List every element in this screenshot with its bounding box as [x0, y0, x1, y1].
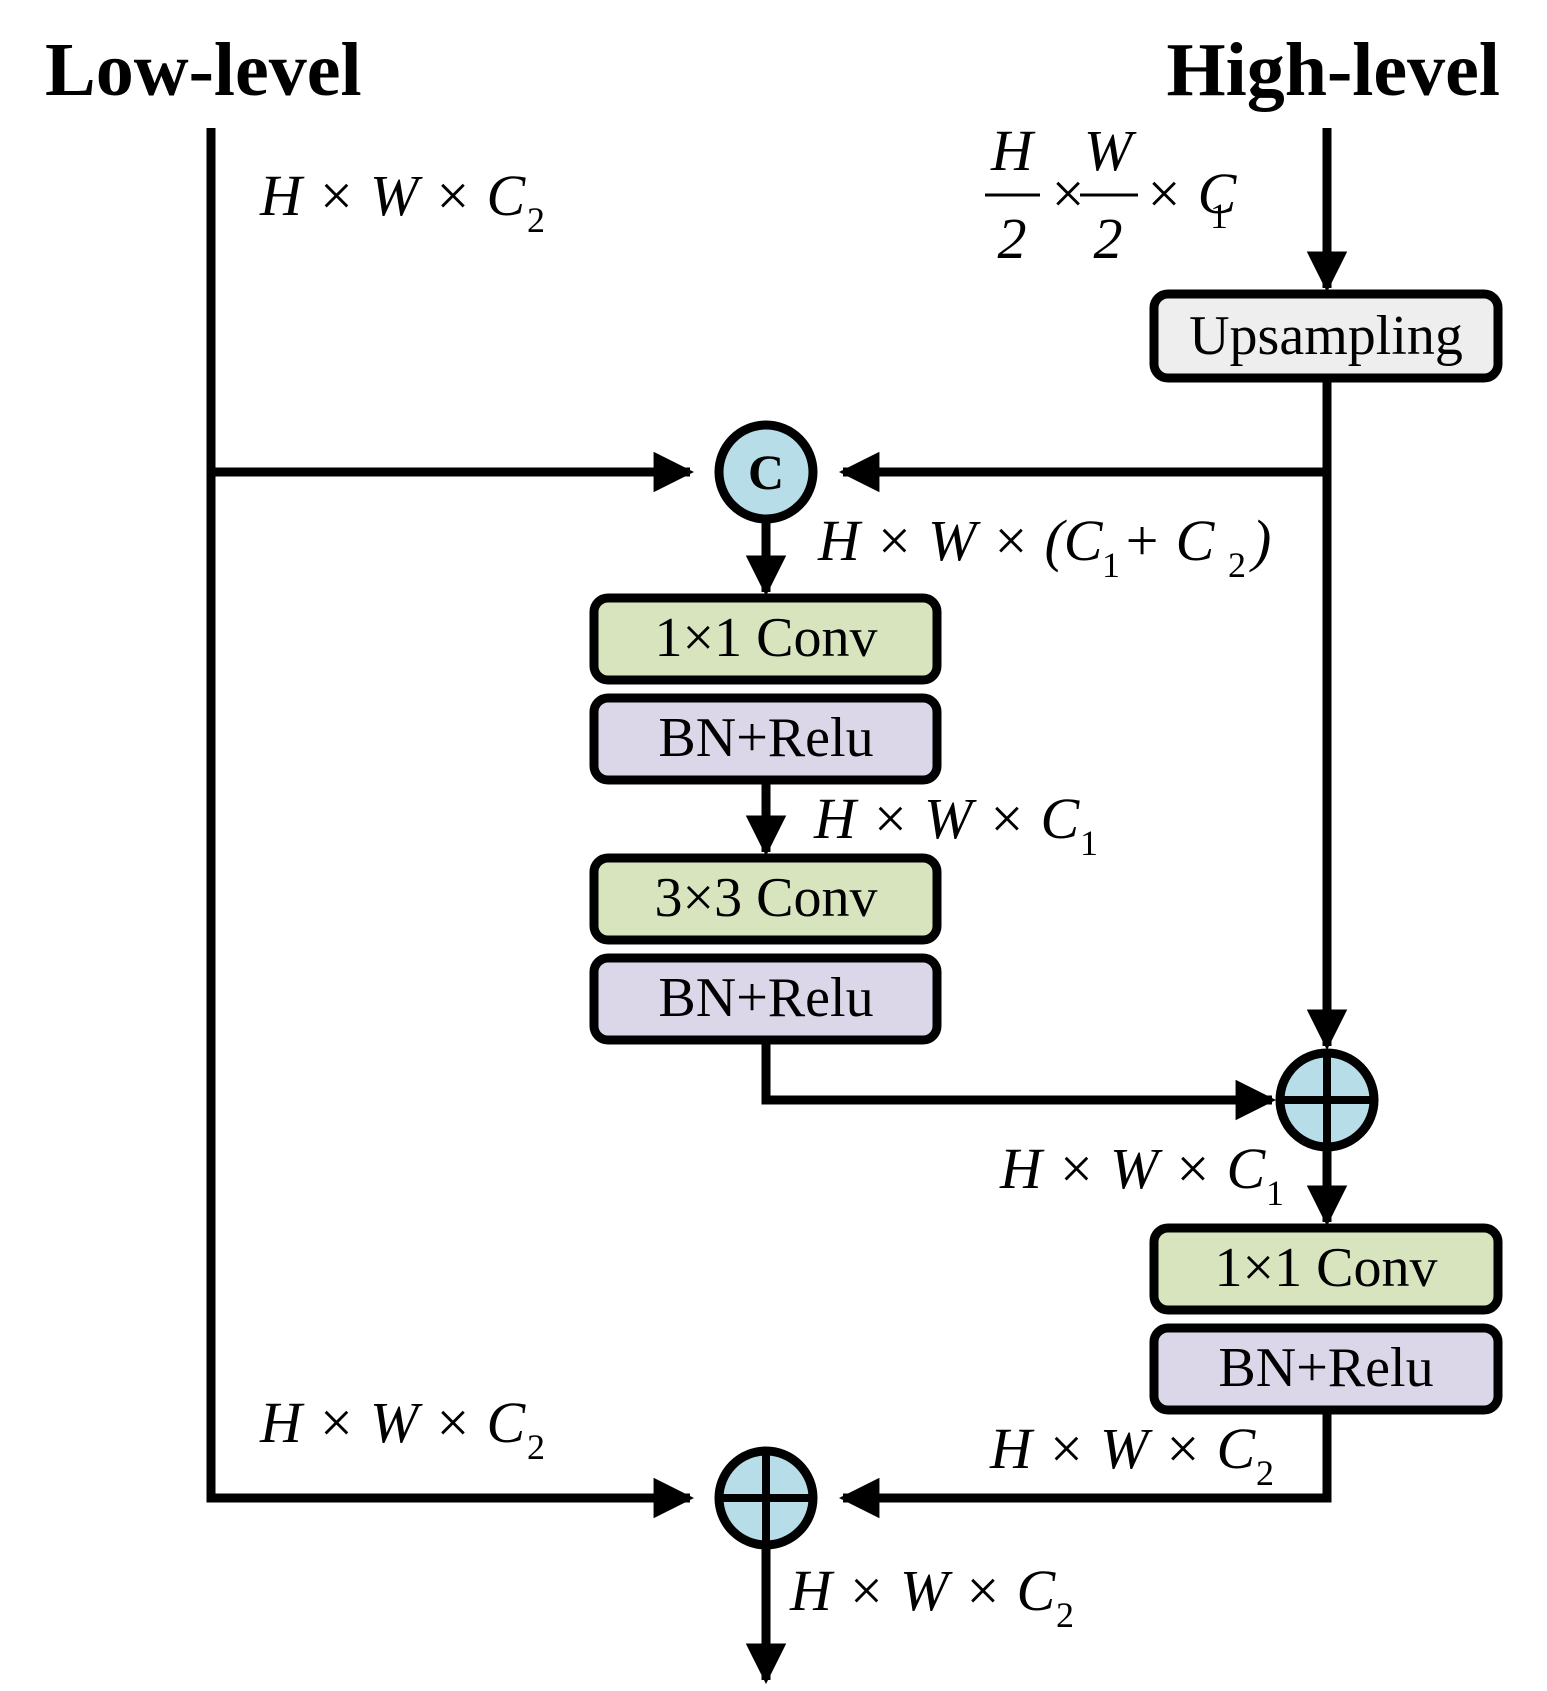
dim-add-out: H × W × C 1	[999, 1136, 1284, 1213]
conv1x1-label: 1×1 Conv	[655, 607, 878, 669]
conv1x1-block	[589, 593, 942, 685]
bn-relu-label-2: BN+Relu	[658, 967, 873, 1029]
upsampling-label: Upsampling	[1189, 305, 1463, 367]
dim-high-in-two-a: 2	[998, 206, 1027, 271]
conv1x1-out-label: 1×1 Conv	[1215, 1237, 1438, 1299]
dim-concat-out-close: )	[1249, 508, 1271, 573]
dim-high-in-tail: × C	[1144, 161, 1238, 226]
low-level-trunk-to-add	[206, 128, 695, 1519]
dim-low-in: H × W × C 2	[259, 163, 545, 240]
dim-bn-out-sub: 2	[1256, 1453, 1274, 1493]
dim-bn1-out-sub: 1	[1080, 823, 1098, 863]
dim-bn-out: H × W × C 2	[989, 1416, 1274, 1493]
dim-high-in-w: W	[1084, 118, 1137, 183]
dim-concat-out-plus: + C	[1122, 508, 1216, 573]
dim-high-in-h: H	[990, 118, 1036, 183]
bn-relu-block-2	[589, 953, 942, 1045]
dim-concat-out: H × W × (C 1 + C 2 )	[817, 508, 1271, 585]
high-level-title: High-level	[1166, 28, 1500, 112]
concat-node-label: C	[748, 444, 784, 500]
bn-relu-block-1	[589, 693, 942, 785]
bn-out-to-final-add-arrow	[838, 1408, 1332, 1519]
dim-high-in-sub: 1	[1210, 196, 1228, 236]
dim-final-sub: 2	[1056, 1595, 1074, 1635]
bn2-to-add-arrow	[761, 1038, 1277, 1121]
bn-relu-label-1: BN+Relu	[658, 707, 873, 769]
dim-concat-out-base: H × W × (C	[817, 508, 1104, 573]
dim-bn1-out: H × W × C 1	[813, 786, 1098, 863]
dim-bn1-out-base: H × W × C	[813, 786, 1080, 851]
conv3x3-block	[589, 853, 942, 945]
dim-high-in: H 2 × W 2 × C 1	[985, 118, 1238, 271]
bn-relu-out-block	[1149, 1323, 1503, 1415]
bn-relu-out-label: BN+Relu	[1218, 1337, 1433, 1399]
conv1x1-out-block	[1149, 1223, 1503, 1315]
add-node-right	[1275, 1048, 1379, 1152]
concat-node	[714, 420, 818, 524]
dim-concat-out-sub1: 1	[1102, 545, 1120, 585]
dim-final-base: H × W × C	[789, 1558, 1056, 1623]
dim-add-out-sub: 1	[1266, 1173, 1284, 1213]
dim-concat-out-sub2: 2	[1228, 545, 1246, 585]
dim-low-skip-sub: 2	[527, 1427, 545, 1467]
upsampling-block	[1149, 289, 1503, 383]
dim-bn-out-base: H × W × C	[989, 1416, 1256, 1481]
add-node-final	[714, 1446, 818, 1550]
dim-high-in-two-b: 2	[1094, 206, 1123, 271]
low-level-title: Low-level	[45, 28, 362, 112]
dim-low-in-base: H × W × C	[259, 163, 526, 228]
dim-low-skip: H × W × C 2	[259, 1390, 545, 1467]
dim-final: H × W × C 2	[789, 1558, 1074, 1635]
conv3x3-label: 3×3 Conv	[655, 867, 878, 929]
dim-add-out-base: H × W × C	[999, 1136, 1266, 1201]
dim-low-skip-base: H × W × C	[259, 1390, 526, 1455]
dim-low-in-sub: 2	[527, 200, 545, 240]
